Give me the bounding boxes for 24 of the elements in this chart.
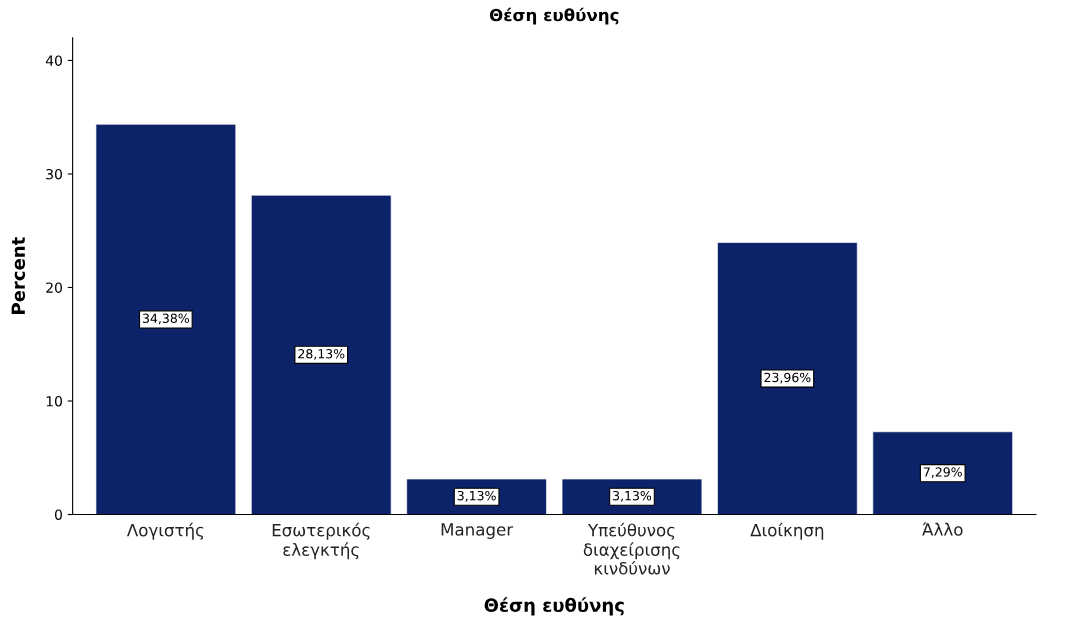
data-label: 3,13% — [613, 490, 652, 502]
y-tick-label: 30 — [46, 168, 62, 180]
data-label: 28,13% — [298, 349, 345, 360]
bar — [95, 123, 237, 515]
y-tick-label: 20 — [46, 282, 62, 293]
data-label: 23,96% — [764, 372, 811, 384]
y-tick-label: 0 — [54, 509, 62, 520]
data-label: 34,38% — [142, 313, 189, 325]
y-axis-title: Percent — [11, 237, 26, 314]
bar — [872, 431, 1013, 515]
data-label: 7,29% — [923, 467, 962, 479]
x-tick-label: Υπεύθυνος διαχείρισης κινδύνων — [583, 522, 680, 575]
chart-title: Θέση ευθύνης — [489, 7, 619, 25]
x-tick-label: Διοίκηση — [750, 522, 824, 540]
x-tick-label: Άλλο — [922, 522, 963, 536]
y-tick-label: 40 — [45, 55, 62, 66]
data-label: 3,13% — [457, 490, 496, 502]
bar — [250, 194, 392, 515]
x-tick-label: Εσωτερικός ελεγκτής — [272, 522, 370, 560]
x-axis-title: Θέση ευθύνης — [484, 597, 624, 616]
x-tick-label: Manager — [441, 523, 514, 539]
x-tick-label: Λογιστής — [126, 522, 204, 540]
bar — [717, 242, 858, 515]
y-tick-label: 10 — [46, 395, 62, 407]
